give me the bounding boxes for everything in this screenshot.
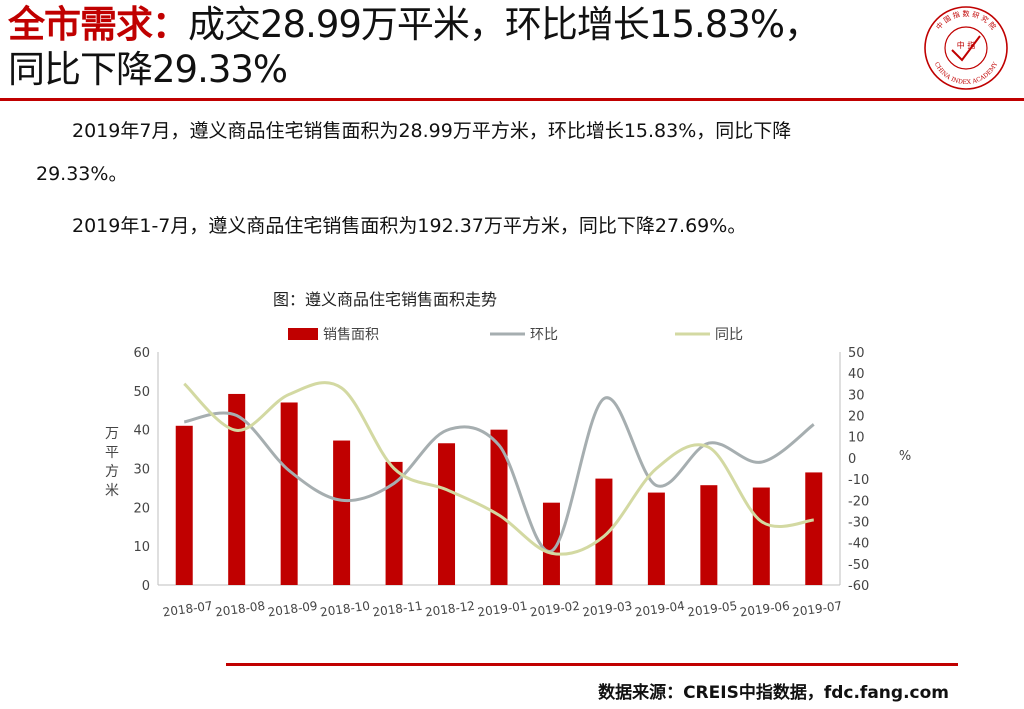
- bar-2019-01: [490, 429, 508, 585]
- page-title-line-1: 全市需求：成交28.99万平米，环比增长15.83%，: [8, 2, 913, 47]
- x-tick-label: 2019-04: [634, 599, 686, 620]
- y-axis-label-char: 万: [105, 426, 119, 442]
- y2-tick-label: -10: [848, 473, 869, 488]
- bar-2018-08: [228, 393, 246, 585]
- title-highlight: 全市需求：: [8, 3, 189, 46]
- bar-2019-02: [542, 502, 560, 585]
- y-tick-label: 0: [142, 579, 150, 594]
- y2-tick-label: -50: [848, 558, 869, 573]
- page-title-line-2: 同比下降29.33%: [8, 48, 288, 91]
- line-yoy: [183, 381, 814, 556]
- line-mom: [183, 396, 815, 553]
- x-tick-label: 2018-09: [267, 599, 319, 620]
- legend-label-bar: 销售面积: [323, 327, 379, 343]
- y-tick-label: 10: [133, 540, 150, 555]
- title-line-1-text: 成交28.99万平米，环比增长15.83%，: [188, 3, 821, 46]
- bar-2019-03: [595, 478, 613, 585]
- y2-tick-label: 20: [848, 410, 865, 425]
- bar-2018-11: [385, 461, 403, 585]
- bar-2019-07: [805, 472, 823, 585]
- data-source: 数据来源：CREIS中指数据，fdc.fang.com: [598, 683, 949, 703]
- y-tick-label: 50: [133, 385, 150, 400]
- y-axis-label-char: 米: [105, 483, 119, 499]
- y2-tick-label: 10: [848, 431, 865, 446]
- bar-2019-05: [700, 485, 718, 585]
- chart-title: 图：遵义商品住宅销售面积走势: [273, 290, 497, 309]
- legend-swatch-bar: [288, 328, 318, 340]
- x-tick-label: 2018-10: [319, 599, 371, 620]
- legend-label-mom: 环比: [530, 327, 558, 343]
- x-tick-label: 2019-01: [477, 599, 529, 620]
- x-tick-label: 2019-06: [739, 599, 791, 620]
- y2-axis-label: %: [899, 449, 911, 464]
- paragraph-2: 2019年1-7月，遵义商品住宅销售面积为192.37万平方米，同比下降27.6…: [72, 215, 747, 237]
- x-tick-label: 2018-11: [372, 599, 424, 620]
- y-tick-label: 20: [133, 501, 150, 516]
- bar-2018-07: [175, 425, 193, 585]
- y-tick-label: 60: [133, 346, 150, 361]
- logo-center-text: 中 指: [957, 40, 976, 50]
- china-index-academy-logo: 中 国 指 数 研 究 院 中 指 CHINA INDEX ACADEMY: [924, 6, 1008, 90]
- footer-divider: [226, 663, 958, 666]
- bar-2018-12: [438, 443, 456, 585]
- x-tick-label: 2019-05: [686, 599, 738, 620]
- x-tick-label: 2018-12: [424, 599, 476, 620]
- y2-tick-label: -60: [848, 579, 869, 594]
- y2-tick-label: 30: [848, 388, 865, 403]
- y2-tick-label: 0: [848, 452, 856, 467]
- svg-text:中 国 指 数 研 究 院: 中 国 指 数 研 究 院: [934, 9, 998, 31]
- x-tick-label: 2018-08: [214, 599, 266, 620]
- y-tick-label: 30: [133, 463, 150, 478]
- bar-2019-06: [752, 487, 770, 585]
- y2-tick-label: -40: [848, 537, 869, 552]
- legend-label-yoy: 同比: [715, 327, 743, 343]
- paragraph-1-line-1: 2019年7月，遵义商品住宅销售面积为28.99万平方米，环比增长15.83%，…: [72, 120, 792, 142]
- bar-2019-04: [647, 492, 665, 585]
- y-axis-label-char: 平: [105, 445, 119, 461]
- bar-2018-09: [280, 402, 298, 585]
- chart-container: 图：遵义商品住宅销售面积走势销售面积 环比 同比 0 10 20 30 40 50 60 50 40 3…: [100, 280, 940, 630]
- x-tick-label: 2018-07: [162, 599, 214, 620]
- bar-2018-10: [333, 440, 351, 585]
- y2-tick-label: 40: [848, 367, 865, 382]
- logo-top-text: 中 国 指 数 研 究 院: [934, 9, 998, 31]
- y2-tick-label: 50: [848, 346, 865, 361]
- y2-tick-label: -30: [848, 515, 869, 530]
- paragraph-1-line-2: 29.33%。: [36, 163, 128, 185]
- y2-tick-label: -20: [848, 494, 869, 509]
- header-divider: [0, 98, 1024, 101]
- x-tick-label: 2019-02: [529, 599, 581, 620]
- y-axis-label-char: 方: [105, 464, 119, 480]
- x-tick-label: 2019-03: [582, 599, 634, 620]
- page-header: 全市需求：成交28.99万平米，环比增长15.83%， 同比下降29.33%: [8, 2, 913, 92]
- y-tick-label: 40: [133, 424, 150, 439]
- x-tick-label: 2019-07: [791, 599, 843, 620]
